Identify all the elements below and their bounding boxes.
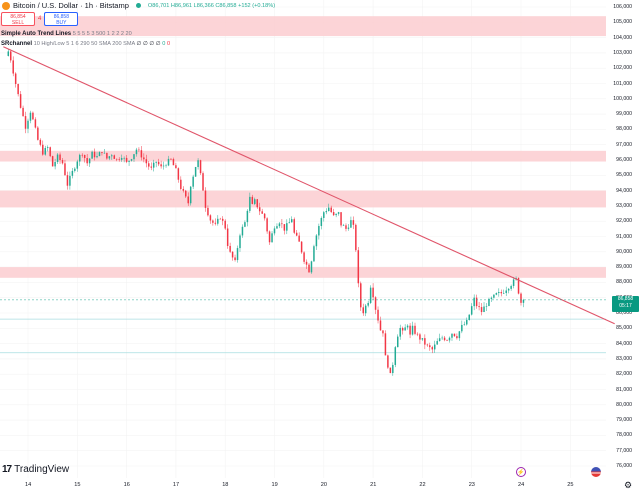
price-tick-label: 89,000 (616, 264, 632, 271)
us-flag-event-icon[interactable] (591, 467, 601, 477)
indicator-value-green: 0 (162, 41, 166, 47)
market-open-icon (135, 3, 141, 8)
price-tick-label: 97,000 (616, 141, 632, 148)
time-tick-label: 21 (370, 482, 377, 488)
price-tick-label: 86,000 (616, 310, 632, 316)
indicator-name: SRchannel (1, 41, 33, 47)
time-tick-label: 19 (271, 482, 278, 488)
time-tick-label: 16 (123, 482, 130, 488)
time-tick-label: 25 (567, 482, 574, 488)
price-tick-label: 85,000 (616, 325, 632, 332)
trendline[interactable] (3, 46, 615, 325)
ohlc-values: O86,701 H86,961 L86,366 C86,858 +152 (+0… (147, 2, 276, 9)
price-tick-label: 81,000 (616, 386, 632, 393)
last-price-tag: 86,858 05:17 (612, 296, 639, 312)
price-tick-label: 105,000 (613, 19, 632, 26)
last-price: 86,858 (617, 296, 634, 302)
time-tick-label: 18 (222, 482, 229, 488)
price-tick-label: 76,000 (616, 463, 632, 469)
price-tick-label: 106,000 (613, 4, 632, 10)
time-tick-label: 17 (172, 482, 180, 488)
time-tick-label: 23 (468, 482, 475, 488)
sell-price: 86,854 (10, 13, 26, 20)
price-tick-label: 93,000 (616, 202, 632, 209)
symbol-row: Bitcoin / U.S. Dollar · 1h · Bitstamp O8… (2, 1, 275, 10)
price-tick-label: 82,000 (616, 371, 632, 378)
price-tick-label: 77,000 (616, 447, 632, 454)
price-tick-label: 80,000 (616, 401, 632, 408)
buy-price: 86,858 (53, 13, 69, 20)
price-tick-label: 88,000 (616, 279, 632, 286)
tradingview-logo[interactable]: 17 TradingView (2, 464, 69, 475)
price-tick-label: 96,000 (616, 157, 632, 163)
indicator-auto-trend-lines[interactable]: Simple Auto Trend Lines 5 5 5 5 3 500 1 … (1, 31, 132, 37)
sell-button[interactable]: 86,854 SELL (1, 12, 35, 26)
price-tick-label: 78,000 (616, 432, 632, 439)
indicator-params: 5 5 5 5 3 500 1 2 2 2 20 (72, 31, 132, 37)
time-tick-label: 15 (74, 482, 81, 488)
indicator-values: ∅ ∅ ∅ ∅ (136, 41, 161, 47)
price-tick-label: 84,000 (616, 340, 632, 347)
time-tick-label: 20 (320, 482, 328, 488)
price-tick-label: 100,000 (613, 95, 632, 102)
price-tick-label: 98,000 (616, 126, 632, 133)
horizontal-levels (0, 318, 606, 354)
time-tick-label: 22 (419, 482, 426, 488)
buy-button[interactable]: 86,858 BUY (44, 12, 79, 26)
buy-label: BUY (56, 20, 67, 26)
bitcoin-icon (2, 1, 10, 10)
price-tick-label: 83,000 (616, 355, 632, 362)
trade-buttons: 86,854 SELL 4 86,858 BUY (1, 12, 79, 26)
sell-label: SELL (11, 20, 25, 26)
price-tick-label: 102,000 (613, 65, 632, 72)
bar-countdown: 05:17 (619, 303, 632, 309)
price-tick-label: 94,000 (616, 187, 632, 194)
time-tick-label: 14 (25, 482, 32, 488)
time-tick-label: 24 (518, 482, 525, 488)
spread-value: 4 (38, 16, 42, 22)
indicator-params: 10 High/Low 5 1 6 290 50 SMA 200 SMA (33, 41, 135, 47)
indicator-name: Simple Auto Trend Lines (1, 31, 72, 37)
grid-lines (0, 0, 606, 478)
price-tick-label: 104,000 (613, 34, 632, 41)
price-tick-label: 95,000 (616, 172, 632, 179)
price-tick-label: 79,000 (616, 417, 632, 424)
indicator-srchannel[interactable]: SRchannel 10 High/Low 5 1 6 290 50 SMA 2… (1, 41, 170, 47)
price-tick-label: 101,000 (613, 80, 632, 87)
candlesticks (7, 48, 525, 376)
price-tick-label: 90,000 (616, 248, 632, 255)
sr-zones (0, 16, 606, 278)
price-tick-label: 103,000 (613, 49, 632, 56)
lightning-event-icon[interactable]: ⚡ (516, 467, 526, 477)
price-tick-label: 99,000 (616, 111, 632, 118)
price-tick-label: 91,000 (616, 233, 632, 240)
tradingview-text: TradingView (14, 464, 70, 475)
indicator-value-red: 0 (166, 41, 171, 47)
price-tick-label: 92,000 (616, 218, 632, 225)
tradingview-mark-icon: 17 (2, 464, 12, 475)
gear-icon[interactable]: ⚙ (624, 480, 633, 490)
symbol-title[interactable]: Bitcoin / U.S. Dollar · 1h · Bitstamp (13, 1, 129, 10)
